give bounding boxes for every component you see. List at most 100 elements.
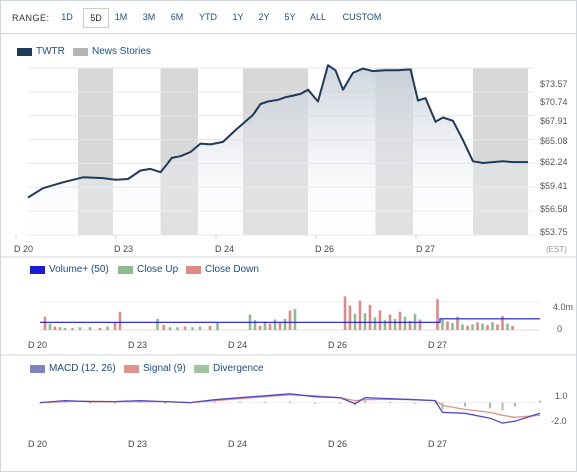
volume-bar-36 [368,304,372,330]
volume-bar-35 [363,313,367,330]
volume-date-4: D 27 [428,340,448,350]
divergence-bar-12 [339,402,341,404]
range-button-all[interactable]: ALL [309,12,326,22]
legend-signal[interactable]: Signal (9) [124,363,186,374]
macd-date-4: D 27 [428,439,448,449]
volume-bar-53 [466,325,469,330]
macd-panel [39,393,541,424]
volume-bar-20 [216,323,219,330]
volume-bar-4 [63,327,67,330]
price-tick-6: $56.58 [540,204,568,214]
legend-news[interactable]: News Stories [73,46,151,57]
volume-bar-31 [343,296,347,330]
range-label: RANGE: [12,13,50,23]
volume-bar-60 [501,316,504,330]
volume-bar-44 [408,320,412,330]
macd-line [39,393,541,424]
legend-close-down[interactable]: Close Down [186,264,259,275]
divergence-bar-9 [264,401,266,403]
volume-bar-34 [358,300,362,330]
price-tick-4: $62.24 [540,157,568,167]
divergence-bar-11 [314,402,316,404]
volume-bar-37 [373,317,377,330]
price-date-2: D 24 [215,244,235,254]
price-tick-0: $73.57 [540,79,568,89]
price-panel [0,64,577,258]
divergence-bar-20 [489,402,491,409]
range-button-1y[interactable]: 1Y [232,12,244,22]
range-button-3m[interactable]: 3M [142,12,156,22]
range-button-6m[interactable]: 6M [170,12,184,22]
range-toolbar: RANGE: 1D 5D 1M 3M 6M YTD 1Y 2Y 5Y ALL C… [0,0,575,34]
ticker-swatch [17,47,32,56]
news-swatch [73,47,88,56]
volume-bar-58 [491,322,494,330]
legend-volume-label: Volume+ (50) [49,264,109,275]
volume-bar-46 [418,319,422,330]
volume-bar-26 [273,319,277,330]
volume-bar-61 [506,323,509,330]
volume-bar-16 [183,326,187,330]
legend-macd-label: MACD (12, 26) [49,363,116,374]
volume-bar-22 [253,320,257,330]
range-button-5d[interactable]: 5D [83,8,109,28]
volume-date-3: D 26 [328,340,348,350]
legend-volume[interactable]: Volume+ (50) [30,264,109,275]
price-date-0: D 20 [14,244,34,254]
range-button-1m[interactable]: 1M [114,12,128,22]
divergence-bar-17 [434,402,436,404]
volume-bar-3 [58,327,62,330]
volume-bar-47 [436,299,439,330]
volume-bar-57 [486,325,489,330]
range-button-5y[interactable]: 5Y [284,12,296,22]
volume-bar-0 [43,316,47,330]
volume-bar-43 [403,316,407,330]
range-button-ytd[interactable]: YTD [199,12,217,22]
range-button-2y[interactable]: 2Y [258,12,270,22]
divergence-bar-10 [289,401,291,403]
divergence-bar-14 [364,400,366,403]
macd-tick-0: 1.0 [555,391,568,401]
divergence-bar-2 [89,402,91,404]
price-date-3: D 26 [315,244,335,254]
volume-bar-12 [156,318,159,330]
range-button-1d[interactable]: 1D [61,12,73,22]
divergence-bar-15 [389,402,391,404]
price-area-fill [28,65,528,235]
legend-close-down-label: Close Down [205,264,259,275]
volume-bar-49 [446,321,449,330]
volume-bar-18 [198,326,202,330]
legend-ticker[interactable]: TWTR [17,46,65,57]
volume-date-2: D 24 [228,340,248,350]
volume-bar-41 [393,318,397,330]
volume-bar-11 [118,311,122,330]
signal-swatch [124,364,139,373]
price-series-line [27,64,528,199]
volume-bar-39 [383,320,387,330]
legend-divergence-label: Divergence [213,363,264,374]
volume-bar-8 [98,327,102,330]
divergence-bar-3 [114,402,116,404]
volume-moving-average-line [40,318,540,323]
volume-bar-24 [263,321,267,330]
volume-bar-52 [461,324,464,330]
legend-macd[interactable]: MACD (12, 26) [30,363,116,374]
legend-close-up[interactable]: Close Up [118,264,178,275]
divergence-bar-23 [539,400,541,403]
volume-tick-0: 4.0m [553,302,574,312]
volume-bar-54 [471,324,474,330]
volume-bar-30 [293,309,297,330]
volume-bar-28 [283,318,287,330]
volume-bar-15 [176,327,179,330]
volume-swatch [30,265,45,274]
range-button-custom[interactable]: CUSTOM [342,12,382,22]
timezone-label: (EST) [546,245,567,254]
legend-divergence[interactable]: Divergence [194,363,264,374]
divergence-bar-21 [501,402,504,411]
volume-panel [0,296,577,356]
macd-date-2: D 24 [228,439,248,449]
volume-bar-27 [278,321,282,330]
volume-bar-42 [398,311,402,330]
volume-bar-51 [456,316,459,330]
price-date-4: D 27 [416,244,436,254]
